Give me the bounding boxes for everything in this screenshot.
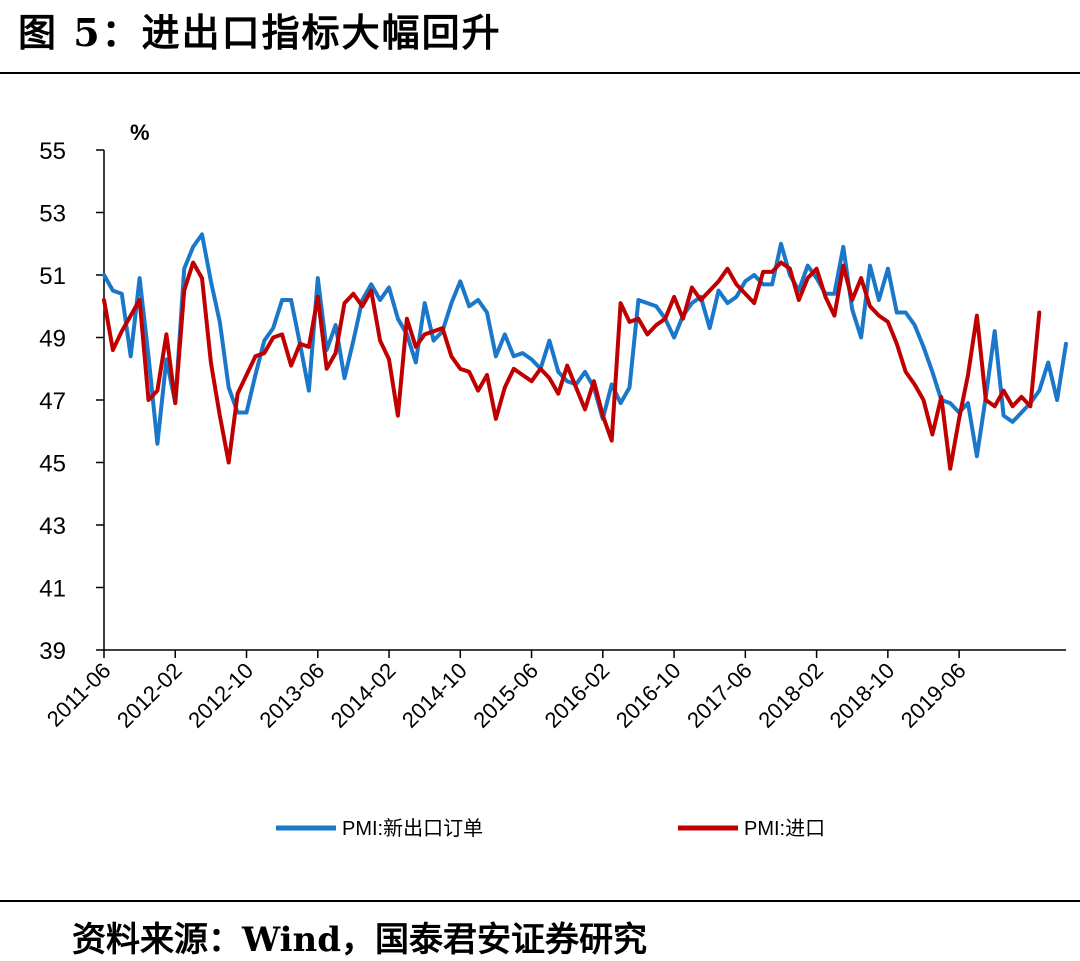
- x-tick-label: 2016-02: [540, 658, 615, 733]
- y-tick-label: 45: [39, 451, 66, 478]
- y-tick-label: 49: [39, 326, 66, 353]
- x-tick-label: 2011-06: [42, 658, 116, 732]
- x-tick-label: 2018-10: [825, 658, 900, 733]
- x-tick-label: 2014-02: [326, 658, 401, 733]
- y-tick-label: 39: [39, 638, 66, 665]
- x-tick-label: 2016-10: [611, 658, 686, 733]
- x-tick-label: 2017-06: [682, 658, 757, 733]
- legend-label: PMI:进口: [744, 817, 825, 840]
- x-tick-label: 2012-02: [112, 658, 187, 733]
- y-tick-label: 53: [39, 201, 66, 228]
- y-tick-label: 47: [39, 388, 66, 415]
- y-tick-label: 41: [39, 576, 66, 603]
- x-tick-label: 2014-10: [397, 658, 472, 733]
- figure-title: 图 5：进出口指标大幅回升: [18, 10, 502, 55]
- series-line-imports: [102, 260, 1042, 471]
- series-lines: [102, 232, 1068, 471]
- top-rule: [0, 72, 1080, 74]
- y-tick-label: 55: [39, 138, 66, 165]
- x-tick-label: 2018-02: [753, 658, 828, 733]
- source-note: 资料来源：Wind，国泰君安证券研究: [72, 920, 647, 960]
- chart-axes: [96, 149, 1066, 658]
- x-tick-label: 2019-06: [896, 658, 971, 733]
- x-tick-label: 2013-06: [255, 658, 330, 733]
- y-tick-labels: 39 41 43 45 47 49 51 53 55: [39, 138, 66, 665]
- series-line-export-orders: [102, 232, 1068, 459]
- legend-label: PMI:新出口订单: [342, 817, 483, 840]
- y-unit-label: %: [130, 120, 150, 145]
- x-tick-labels: 2011-062012-022012-102013-062014-022014-…: [42, 658, 971, 733]
- x-tick-label: 2015-06: [468, 658, 543, 733]
- y-tick-label: 43: [39, 513, 66, 540]
- x-tick-label: 2012-10: [183, 658, 258, 733]
- bottom-rule: [0, 900, 1080, 902]
- legend: PMI:新出口订单 PMI:进口: [276, 817, 825, 840]
- y-tick-label: 51: [39, 263, 66, 290]
- line-chart: 39 41 43 45 47 49 51 53 55 2011-062012-022012-10…: [39, 120, 1068, 840]
